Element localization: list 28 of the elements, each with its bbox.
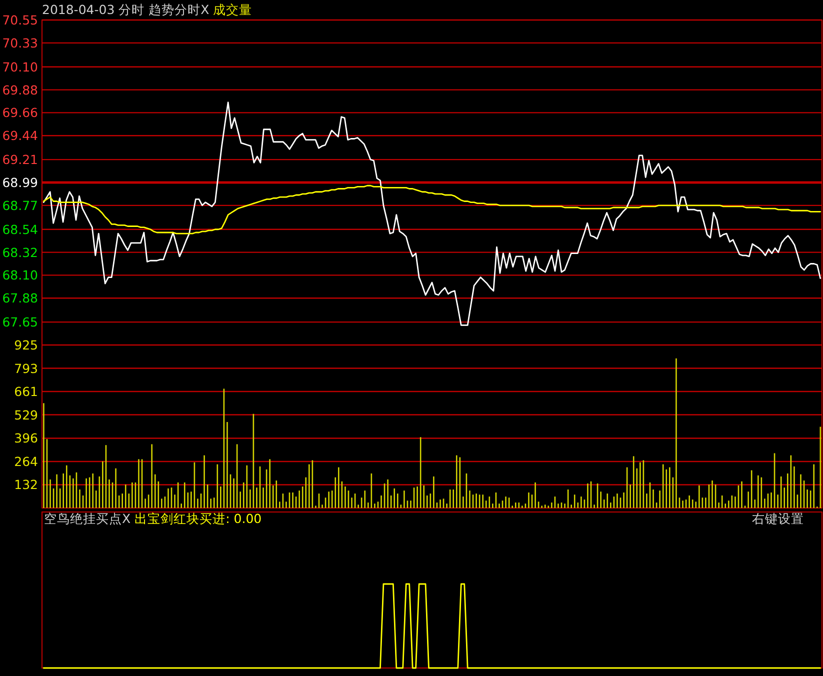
y-tick-label: 67.88	[2, 290, 38, 306]
y-tick-label: 132	[14, 477, 38, 492]
line-series	[42, 184, 822, 234]
chart-title: 2018-04-03 分时 趋势分时X	[42, 2, 210, 17]
y-tick-label: 70.33	[2, 35, 38, 50]
y-tick-label: 264	[14, 454, 38, 469]
y-tick-label: 68.77	[2, 198, 38, 213]
y-tick-label: 529	[14, 407, 38, 422]
y-tick-label: 925	[14, 338, 38, 352]
y-tick-label: 70.55	[2, 12, 38, 28]
y-tick-label: 793	[14, 360, 38, 376]
y-tick-label: 396	[14, 430, 38, 446]
chart-subtitle: 出宝剑红块买进: 0.00	[134, 511, 262, 526]
y-tick-label: 661	[14, 384, 38, 400]
chart-title: 空鸟绝挂买点X	[44, 511, 131, 526]
y-tick-label: 69.21	[2, 152, 38, 168]
y-tick-label: 69.44	[2, 128, 38, 144]
y-tick-label: 70.10	[2, 59, 38, 74]
y-tick-label: 68.10	[2, 268, 38, 283]
chart-subtitle: 成交量	[213, 2, 252, 17]
y-tick-label: 68.99	[2, 175, 38, 190]
y-tick-label: 69.88	[2, 82, 38, 98]
text: 右键设置	[752, 511, 804, 526]
y-tick-label: 69.66	[2, 105, 38, 120]
y-tick-label: 68.32	[2, 244, 38, 260]
y-tick-label: 68.54	[2, 222, 38, 237]
line-series	[42, 102, 822, 326]
y-tick-label: 67.65	[2, 314, 38, 330]
